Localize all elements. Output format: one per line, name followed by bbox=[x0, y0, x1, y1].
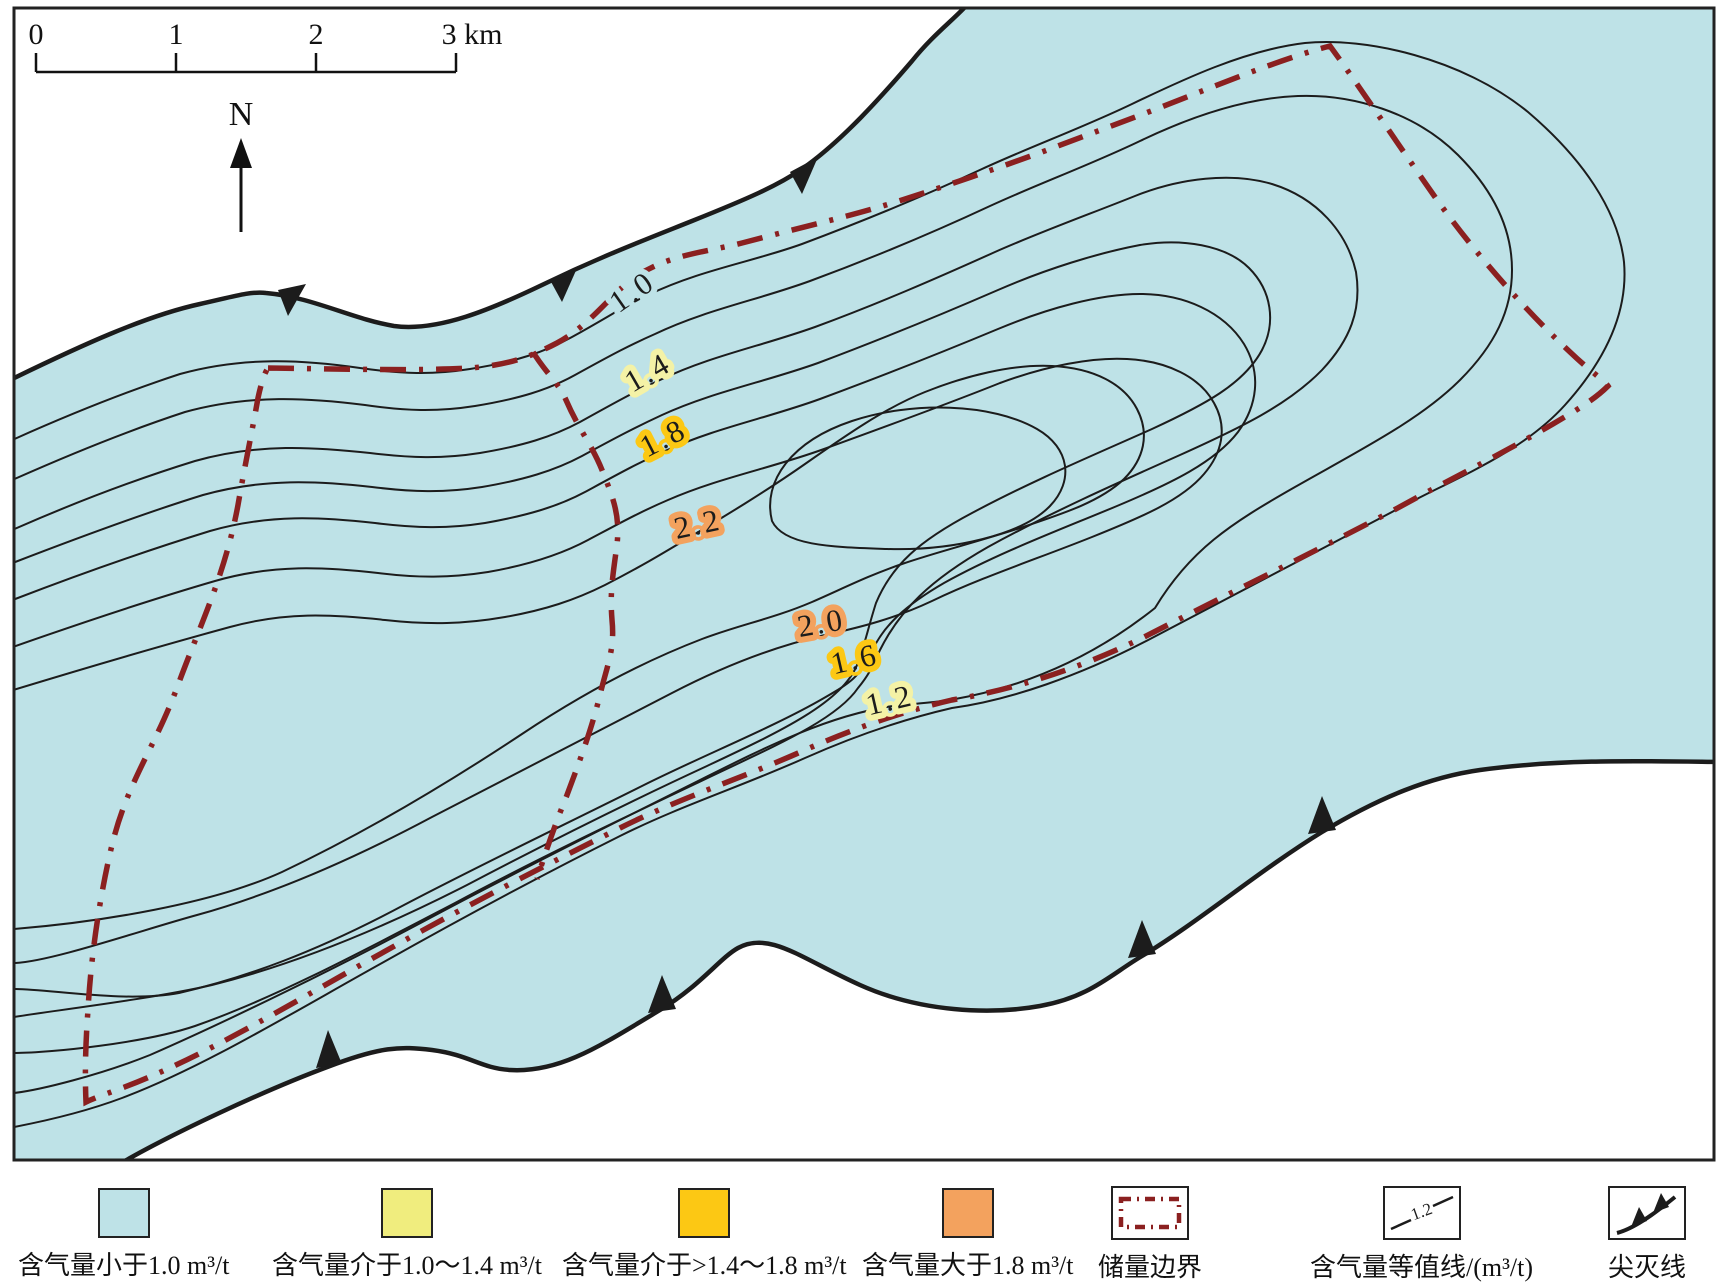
legend-item-gt-1.8: 含气量大于1.8 m³/t bbox=[862, 1188, 1073, 1281]
region-1.4 bbox=[15, 176, 1359, 1054]
legend-item-reserve-boundary: 储量边界 bbox=[1098, 1186, 1202, 1283]
scale-tick-1: 1 bbox=[169, 18, 184, 51]
contour-line-inner-oval bbox=[769, 406, 1067, 551]
map-canvas: 1.0 1.4 1.8 2.2 2.0 1.6 1.2 0 1 2 3 km N bbox=[12, 6, 1716, 1162]
area-lt-1.0 bbox=[15, 9, 1713, 1159]
map-frame bbox=[12, 6, 1716, 1162]
map-legend: 含气量小于1.0 m³/t 含气量介于1.0～1.4 m³/t 含气量介于>1.… bbox=[0, 1170, 1728, 1288]
legend-swatch-gt-1.8 bbox=[941, 1188, 994, 1238]
region-1.0 bbox=[15, 41, 1626, 1128]
legend-label-reserve-boundary: 储量边界 bbox=[1098, 1253, 1203, 1282]
legend-item-lt-1.0: 含气量小于1.0 m³/t bbox=[18, 1188, 229, 1281]
legend-label-1.0-1.4: 含气量介于1.0～1.4 m³/t bbox=[272, 1251, 542, 1280]
legend-swatch-lt-1.0 bbox=[97, 1188, 150, 1238]
pinchout-symbol bbox=[1616, 1193, 1677, 1235]
reserve-boundary-symbol bbox=[1118, 1196, 1182, 1230]
reserve-boundary bbox=[82, 42, 1612, 1107]
legend-symbol-reserve-boundary bbox=[1111, 1186, 1189, 1240]
pinchout-line-south bbox=[124, 758, 1713, 1159]
legend-item-1.0-1.4: 含气量介于1.0～1.4 m³/t bbox=[272, 1188, 542, 1281]
legend-label-gt-1.8: 含气量大于1.8 m³/t bbox=[862, 1251, 1074, 1280]
legend-symbol-contour: 1.2 bbox=[1382, 1186, 1461, 1240]
legend-swatch-1.0-1.4 bbox=[380, 1188, 433, 1238]
legend-swatch-1.4-1.8 bbox=[678, 1188, 731, 1238]
north-arrow: N bbox=[229, 96, 254, 232]
legend-label-1.4-1.8: 含气量介于>1.4～1.8 m³/t bbox=[562, 1251, 847, 1280]
legend-item-contour: 1.2 含气量等值线/(m³/t) bbox=[1310, 1186, 1533, 1283]
legend-item-pinchout: 尖灭线 bbox=[1608, 1186, 1686, 1283]
scale-tick-0: 0 bbox=[29, 18, 44, 51]
region-1.8 bbox=[15, 292, 1257, 998]
reserve-boundary-divider bbox=[530, 350, 621, 880]
contour-symbol: 1.2 bbox=[1389, 1195, 1454, 1231]
scale-bar bbox=[34, 53, 458, 74]
legend-item-1.4-1.8: 含气量介于>1.4～1.8 m³/t bbox=[562, 1188, 847, 1281]
scale-tick-3: 3 km bbox=[442, 18, 503, 51]
legend-symbol-pinchout bbox=[1608, 1186, 1686, 1240]
pinchout-line-north bbox=[15, 9, 966, 380]
scale-bar-labels: 0 1 2 3 km bbox=[29, 18, 503, 51]
contour-line-2.0 bbox=[15, 357, 1223, 964]
contour-symbol-value: 1.2 bbox=[1408, 1199, 1434, 1224]
scale-tick-2: 2 bbox=[309, 18, 324, 51]
contour-line-2.2 bbox=[15, 364, 1145, 930]
contour-line-1.6 bbox=[15, 241, 1272, 1018]
legend-label-pinchout: 尖灭线 bbox=[1608, 1253, 1687, 1282]
north-arrowhead bbox=[230, 138, 252, 168]
pinchout-barbs bbox=[278, 157, 1336, 1068]
legend-label-lt-1.0: 含气量小于1.0 m³/t bbox=[18, 1251, 230, 1280]
north-label: N bbox=[229, 96, 254, 133]
legend-label-contour: 含气量等值线/(m³/t) bbox=[1310, 1253, 1534, 1282]
